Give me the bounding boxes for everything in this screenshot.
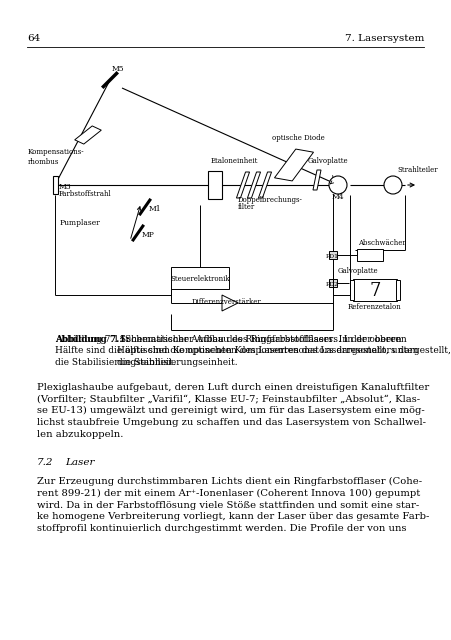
Text: 7.2: 7.2 <box>37 458 54 467</box>
Text: Doppelbrechungs-: Doppelbrechungs- <box>238 196 303 204</box>
Text: Steuerelektronik: Steuerelektronik <box>170 275 230 283</box>
Text: PD2: PD2 <box>326 282 339 287</box>
Polygon shape <box>75 126 101 144</box>
Polygon shape <box>248 172 261 198</box>
Text: M1: M1 <box>149 205 161 213</box>
Circle shape <box>329 176 347 194</box>
Text: Laser: Laser <box>65 458 95 467</box>
Text: Abschwächer: Abschwächer <box>358 239 406 247</box>
Text: Galvoplatte: Galvoplatte <box>338 267 379 275</box>
Text: M3: M3 <box>59 183 72 191</box>
Text: Zur Erzeugung durchstimmbaren Lichts dient ein Ringfarbstofflaser (Cohe-
rent 89: Zur Erzeugung durchstimmbaren Lichts die… <box>37 477 429 533</box>
Bar <box>353 279 397 301</box>
Text: Etaloneinheit: Etaloneinheit <box>211 157 258 165</box>
Text: Farbstoffstrahl: Farbstoffstrahl <box>59 190 112 198</box>
Polygon shape <box>275 149 313 181</box>
Text: Pumplaser: Pumplaser <box>60 219 101 227</box>
Text: Plexiglashaube aufgebaut, deren Luft durch einen dreistufigen Kanaluftfilter
(Vo: Plexiglashaube aufgebaut, deren Luft dur… <box>37 383 429 439</box>
Circle shape <box>384 176 402 194</box>
Bar <box>52 176 57 194</box>
Bar <box>329 279 337 287</box>
Bar <box>329 251 337 259</box>
Text: Strahlteiler: Strahlteiler <box>397 166 437 174</box>
Text: Galvoplatte: Galvoplatte <box>308 157 349 165</box>
Bar <box>396 280 400 300</box>
Bar <box>350 280 354 300</box>
Text: M5: M5 <box>112 65 124 73</box>
Text: Referenzetalon: Referenzetalon <box>348 303 402 311</box>
Bar <box>357 249 383 261</box>
Text: M4: M4 <box>332 193 345 201</box>
Text: Kompensations-
rhombus: Kompensations- rhombus <box>28 148 85 166</box>
Polygon shape <box>258 172 272 198</box>
Polygon shape <box>313 170 321 190</box>
Bar <box>171 267 229 289</box>
Text: Abbildung 7.1:: Abbildung 7.1: <box>55 335 129 344</box>
Polygon shape <box>222 295 238 311</box>
Text: Abbildung 7.1: Schematischer Aufbau des Ringfarbstofflasers. In der oberen
Hälft: Abbildung 7.1: Schematischer Aufbau des … <box>55 335 419 367</box>
Text: MP: MP <box>142 231 155 239</box>
Bar <box>208 171 222 199</box>
Text: filter: filter <box>238 203 255 211</box>
Text: 7: 7 <box>369 282 381 300</box>
Text: Schematischer Aufbau des Ringfarbstofflasers. In der oberen
Hälfte sind die opti: Schematischer Aufbau des Ringfarbstoffla… <box>117 335 451 367</box>
Text: PD1: PD1 <box>326 253 339 259</box>
Text: Differenzverstärker: Differenzverstärker <box>192 298 262 306</box>
Text: optische Diode: optische Diode <box>272 134 325 142</box>
Text: 7. Lasersystem: 7. Lasersystem <box>345 34 424 43</box>
Polygon shape <box>236 172 249 198</box>
Text: 64: 64 <box>27 34 40 43</box>
